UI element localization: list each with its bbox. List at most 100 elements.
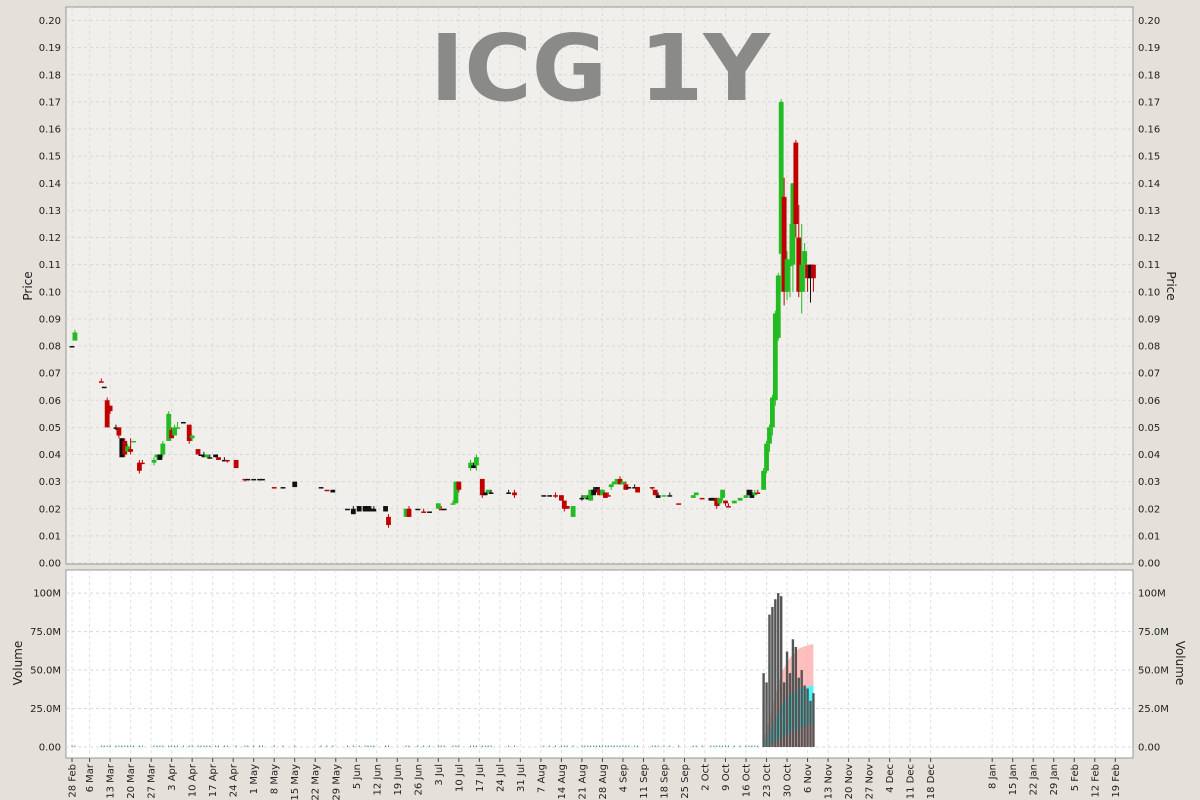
candle-body xyxy=(570,506,576,517)
price-tick-label-right: 0.20 xyxy=(1138,16,1160,27)
candle-body xyxy=(585,497,591,500)
price-tick-label-right: 0.19 xyxy=(1138,43,1160,54)
candle-body xyxy=(242,478,248,481)
candle-body xyxy=(233,459,239,469)
candle-body xyxy=(198,454,204,457)
candle xyxy=(119,438,125,458)
price-panel xyxy=(65,6,1134,565)
candle-body xyxy=(547,495,553,497)
candle-body xyxy=(726,506,731,508)
candle-body xyxy=(488,492,494,494)
candle xyxy=(479,478,485,498)
x-tick-label: 22 Jan xyxy=(1029,764,1040,795)
candle xyxy=(101,386,107,389)
volume-grid xyxy=(66,570,1133,758)
candle-body xyxy=(512,492,517,496)
candle xyxy=(160,440,166,458)
x-tick-label: 4 Sep xyxy=(618,764,629,792)
x-tick-label: 19 Feb xyxy=(1111,764,1122,798)
candle xyxy=(216,457,221,460)
candle-body xyxy=(775,275,781,338)
candle xyxy=(482,492,488,496)
price-tick-label-left: 0.16 xyxy=(39,125,61,136)
candle-body xyxy=(649,487,655,489)
x-tick-label: 8 May xyxy=(270,764,281,794)
x-tick-label: 21 Aug xyxy=(577,764,588,799)
candle xyxy=(122,438,128,458)
candle-body xyxy=(292,481,298,488)
candle xyxy=(172,424,177,436)
price-tick-label-left: 0.09 xyxy=(39,314,61,325)
x-tick-label: 29 May xyxy=(331,764,342,800)
candle-body xyxy=(602,492,608,498)
candle xyxy=(714,497,720,509)
candle xyxy=(723,500,728,507)
candle xyxy=(330,489,336,493)
candle-body xyxy=(453,481,459,504)
candle-body xyxy=(157,454,163,460)
candle-body xyxy=(770,397,775,428)
candle xyxy=(345,508,350,511)
candle xyxy=(731,500,737,504)
candle-body xyxy=(755,492,761,494)
candle xyxy=(626,487,632,489)
candle-body xyxy=(787,264,793,267)
volume-bar xyxy=(779,596,783,747)
x-tick-label: 10 Apr xyxy=(188,763,199,797)
candle-body xyxy=(471,465,476,469)
price-tick-label-right: 0.17 xyxy=(1138,97,1160,108)
candle-body xyxy=(652,489,658,496)
candle xyxy=(383,506,388,512)
price-tick-label-right: 0.14 xyxy=(1138,179,1160,190)
price-axis-label-left: Price xyxy=(21,271,35,300)
candle xyxy=(752,489,758,496)
candle-body xyxy=(605,495,611,497)
candle xyxy=(726,503,731,508)
candle xyxy=(242,478,248,482)
candle-body xyxy=(781,196,787,292)
x-tick-label: 30 Oct xyxy=(783,764,794,797)
volume-axis-label-right: Volume xyxy=(1173,641,1187,686)
candle-body xyxy=(784,259,790,292)
candle xyxy=(453,481,459,504)
candle-body xyxy=(506,492,512,494)
x-tick-label: 13 Nov xyxy=(824,764,835,800)
volume-tick-label-left: 75.0M xyxy=(30,627,61,638)
candle-body xyxy=(714,497,720,507)
candle xyxy=(611,481,617,485)
candle xyxy=(594,487,599,493)
candle-body xyxy=(213,454,218,458)
price-tick-label-left: 0.00 xyxy=(39,559,61,570)
price-tick-label-right: 0.07 xyxy=(1138,369,1160,380)
candle xyxy=(655,492,661,498)
candle xyxy=(667,492,673,497)
candle-body xyxy=(614,478,620,482)
candle-body xyxy=(693,492,699,496)
candle xyxy=(761,468,767,490)
candle-body xyxy=(559,495,564,501)
candle xyxy=(512,489,517,498)
price-tick-label-right: 0.01 xyxy=(1138,531,1160,542)
candle-body xyxy=(737,497,743,501)
candle-body xyxy=(564,506,570,509)
candle-body xyxy=(271,487,277,489)
candle xyxy=(605,492,611,497)
candle xyxy=(175,421,180,429)
candle-body xyxy=(553,495,558,497)
price-tick-label-left: 0.10 xyxy=(39,287,61,298)
price-tick-label-right: 0.04 xyxy=(1138,450,1160,461)
price-tick-label-right: 0.03 xyxy=(1138,477,1160,488)
candle-body xyxy=(796,237,802,292)
candle xyxy=(224,459,230,463)
candle-body xyxy=(611,481,617,485)
candle xyxy=(186,424,192,444)
candle-body xyxy=(113,427,119,429)
volume-bar xyxy=(809,700,812,747)
candle-body xyxy=(676,503,682,505)
candle xyxy=(485,489,491,493)
candles xyxy=(69,99,816,528)
x-tick-label: 5 Feb xyxy=(1070,764,1081,791)
candle-body xyxy=(588,489,594,501)
volume-panel xyxy=(65,569,1134,759)
candle-body xyxy=(403,508,409,517)
